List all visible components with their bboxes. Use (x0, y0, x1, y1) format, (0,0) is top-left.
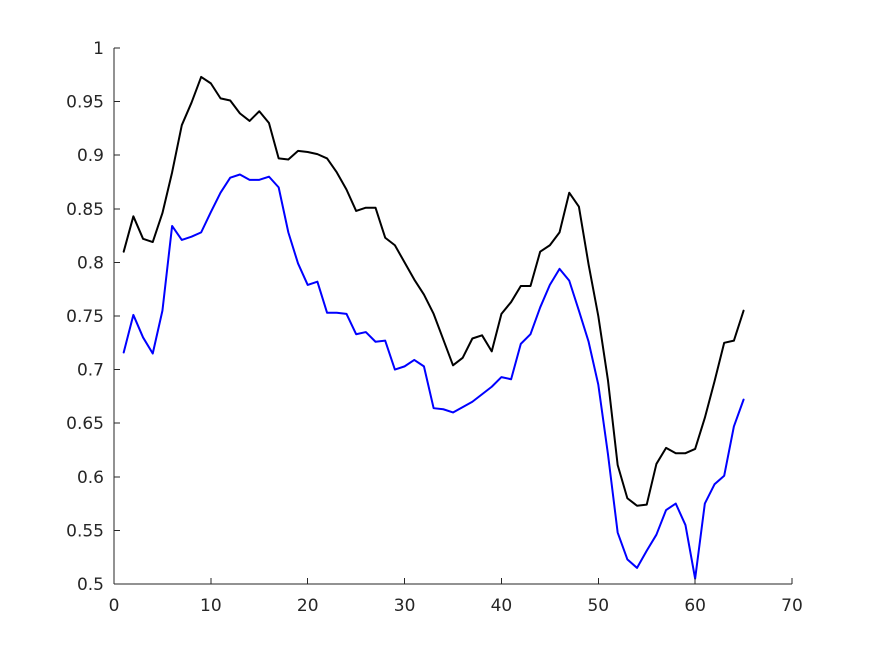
y-tick-label: 0.6 (77, 468, 104, 488)
y-tick-label: 0.8 (77, 253, 104, 273)
y-tick-label: 0.55 (66, 521, 104, 541)
y-tick-label: 0.85 (66, 200, 104, 220)
x-tick-label: 40 (491, 596, 513, 616)
x-tick-label: 0 (109, 596, 120, 616)
x-tick-label: 50 (587, 596, 609, 616)
x-ticks: 0 10 20 30 40 50 60 70 (109, 578, 803, 616)
y-tick-label: 0.75 (66, 307, 104, 327)
x-tick-label: 10 (200, 596, 222, 616)
y-tick-label: 1 (93, 39, 104, 59)
series-line-1 (122, 75, 745, 507)
y-tick-label: 0.65 (66, 414, 104, 434)
y-tick-label: 0.9 (77, 146, 104, 166)
x-tick-label: 30 (394, 596, 416, 616)
y-tick-label: 0.7 (77, 361, 104, 381)
y-ticks: 0.5 0.55 0.6 0.65 0.7 0.75 0.8 0.85 0.9 0.95 1 (66, 39, 120, 595)
series-line-2 (122, 173, 745, 580)
y-tick-label: 0.5 (77, 575, 104, 595)
x-tick-label: 60 (684, 596, 706, 616)
x-tick-label: 70 (781, 596, 803, 616)
y-tick-label: 0.95 (66, 93, 104, 113)
series-layer (122, 75, 745, 580)
x-tick-label: 20 (297, 596, 319, 616)
